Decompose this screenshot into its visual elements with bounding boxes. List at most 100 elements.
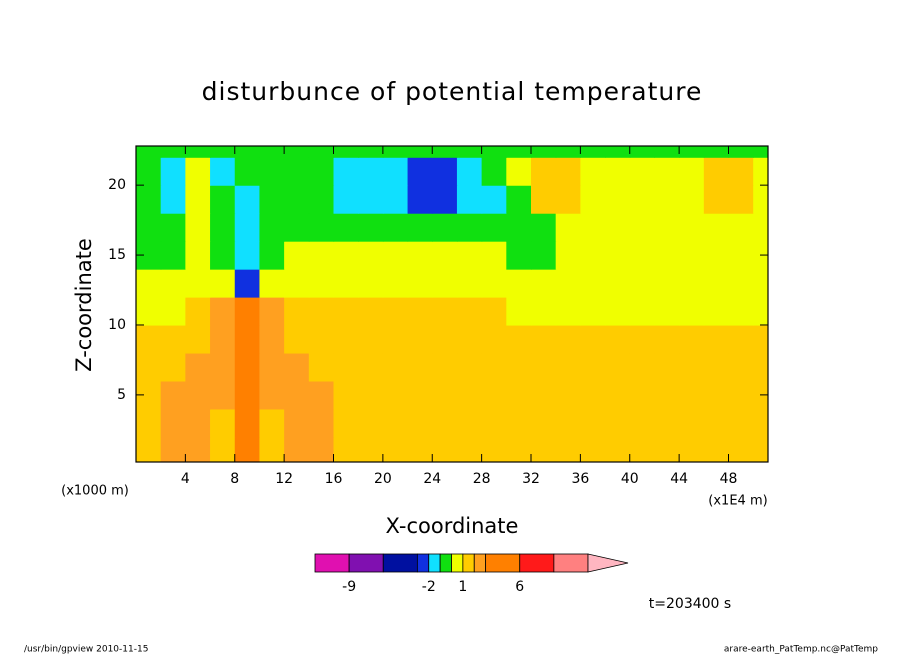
contour-cell [284, 185, 310, 214]
x-tick-label: 40 [621, 471, 639, 487]
colorbar-box [553, 553, 589, 573]
contour-cell [308, 380, 335, 410]
contour-cell [703, 324, 730, 354]
contour-cell [728, 185, 754, 214]
contour-cell [506, 241, 532, 270]
contour-cell [679, 408, 705, 438]
contour-cell [481, 157, 507, 186]
contour-cell [259, 352, 285, 382]
contour-cell [185, 324, 211, 354]
contour-cell [580, 436, 606, 462]
contour-cell [456, 157, 483, 186]
contour-cell [481, 436, 507, 462]
contour-cell [136, 408, 162, 438]
contour-cell [679, 436, 705, 462]
contour-cell [210, 436, 236, 462]
contour-cell [580, 380, 606, 410]
contour-cell [679, 157, 705, 186]
contour-cell [605, 185, 631, 214]
contour-cell [407, 324, 433, 354]
contour-cell [605, 146, 631, 158]
colorbar-box [382, 553, 418, 573]
contour-cell [407, 157, 433, 186]
contour-cell [407, 352, 433, 382]
contour-cell [259, 297, 285, 326]
x-tick-label: 8 [230, 471, 239, 487]
contour-cell [506, 269, 532, 298]
colorbar-box [473, 553, 487, 573]
contour-cell [506, 146, 532, 158]
contour-cell [679, 146, 705, 158]
contour-cell [333, 146, 359, 158]
contour-cell [506, 380, 532, 410]
contour-cell [308, 324, 335, 354]
contour-cell [136, 185, 162, 214]
colorbar-box [519, 553, 555, 573]
contour-cell [160, 146, 186, 158]
contour-cell [358, 213, 384, 242]
contour-cell [605, 380, 631, 410]
contour-cell [358, 324, 384, 354]
contour-cell [703, 241, 730, 270]
contour-cell [580, 185, 606, 214]
contour-cell [580, 157, 606, 186]
contour-cell [481, 297, 507, 326]
contour-cell [136, 436, 162, 462]
contour-cell [284, 297, 310, 326]
contour-cell [333, 352, 359, 382]
contour-cell [234, 297, 261, 326]
contour-cell [481, 269, 507, 298]
contour-cell [654, 269, 680, 298]
contour-cell [333, 436, 359, 462]
contour-cell [728, 380, 754, 410]
contour-cell [382, 241, 409, 270]
contour-cell [555, 380, 581, 410]
contour-cell [407, 269, 433, 298]
contour-cell [136, 157, 162, 186]
contour-cell [605, 213, 631, 242]
contour-cell [703, 157, 730, 186]
contour-cell [703, 352, 730, 382]
contour-cell [160, 157, 186, 186]
contour-cell [160, 436, 186, 462]
contour-cell [531, 352, 557, 382]
contour-cell [210, 157, 236, 186]
contour-cell [308, 185, 335, 214]
contour-cell [481, 185, 507, 214]
contour-cell [456, 352, 483, 382]
contour-cell [210, 380, 236, 410]
contour-cell [531, 157, 557, 186]
colorbar-box [462, 553, 475, 573]
contour-cell [382, 352, 409, 382]
contour-cell [358, 241, 384, 270]
contour-cell [753, 297, 768, 326]
contour-cell [481, 380, 507, 410]
contour-cell [456, 297, 483, 326]
contour-cell [629, 269, 656, 298]
contour-cell [333, 324, 359, 354]
contour-cell [531, 324, 557, 354]
contour-cell [555, 157, 581, 186]
contour-cell [382, 213, 409, 242]
contour-cell [654, 436, 680, 462]
contour-cell [160, 185, 186, 214]
contour-cell [308, 352, 335, 382]
contour-cell [432, 408, 458, 438]
contour-cell [580, 352, 606, 382]
contour-cell [481, 146, 507, 158]
y-tick-label: 10 [108, 317, 126, 333]
x-unit-label: (x1E4 m) [708, 494, 767, 509]
contour-cell [210, 408, 236, 438]
contour-cell [753, 352, 768, 382]
contour-cell [234, 436, 261, 462]
contour-cell [407, 297, 433, 326]
contour-cell [210, 146, 236, 158]
contour-cell [703, 269, 730, 298]
contour-cell [259, 157, 285, 186]
contour-cell [703, 408, 730, 438]
contour-cell [185, 352, 211, 382]
contour-cell [629, 436, 656, 462]
contour-cell [308, 157, 335, 186]
contour-cell [382, 185, 409, 214]
